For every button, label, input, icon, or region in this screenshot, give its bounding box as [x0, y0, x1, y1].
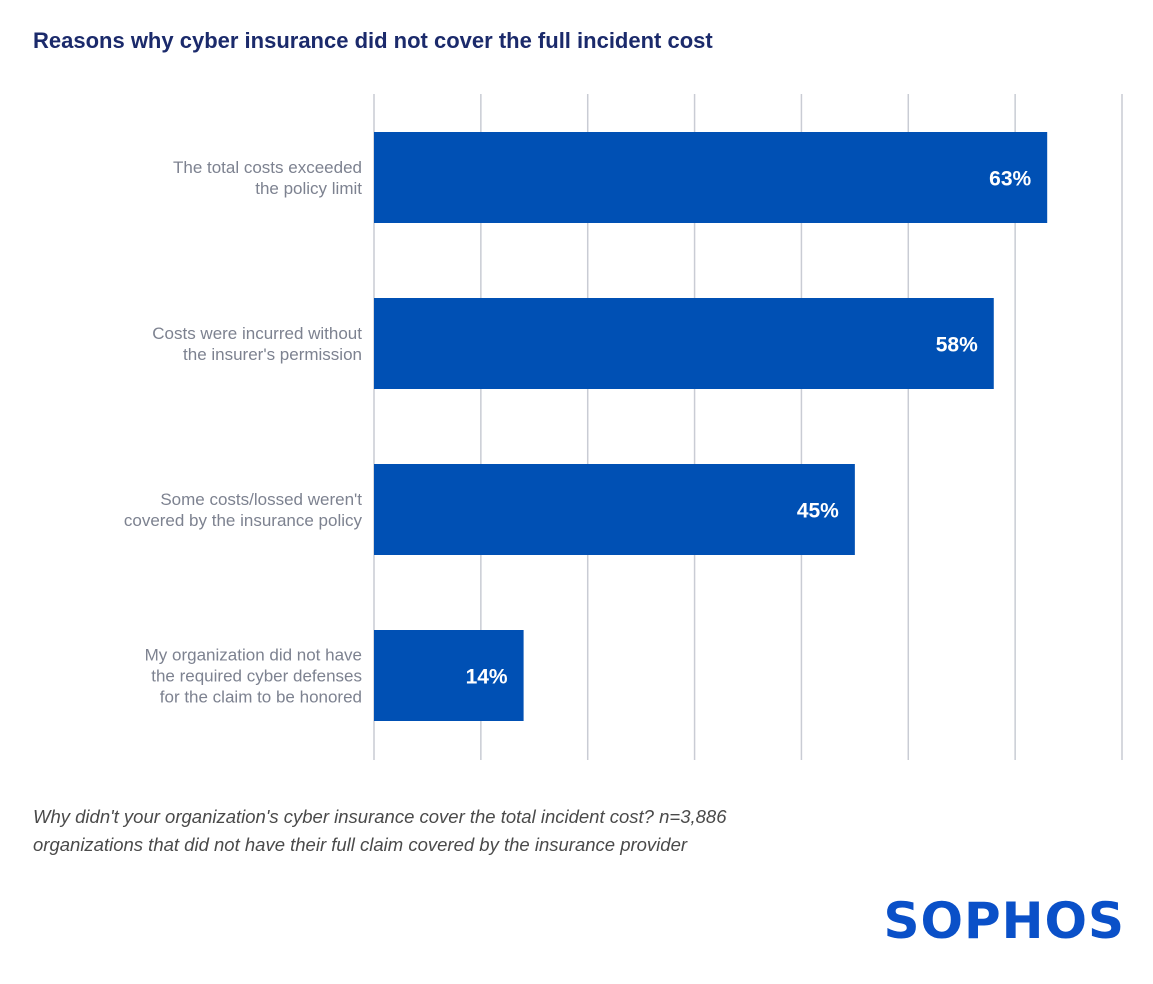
category-label-line: The total costs exceeded — [173, 158, 362, 177]
category-label: The total costs exceeded the policy limit — [173, 158, 362, 198]
category-label-line: for the claim to be honored — [160, 688, 362, 707]
bar — [374, 298, 994, 389]
category-label-line: the policy limit — [255, 179, 362, 198]
value-label: 45% — [797, 500, 839, 523]
chart-title: Reasons why cyber insurance did not cove… — [33, 28, 713, 53]
value-label: 14% — [466, 666, 508, 689]
value-label: 58% — [936, 334, 978, 357]
bar — [374, 132, 1048, 223]
bars — [374, 132, 1048, 721]
category-labels: The total costs exceeded the policy limit… — [124, 158, 363, 707]
value-label: 63% — [989, 168, 1031, 191]
value-labels: 63% 58% 45% 14% — [466, 168, 1032, 689]
caption-line-2: organizations that did not have their fu… — [33, 834, 688, 855]
sophos-logo: SOPHOS — [883, 892, 1125, 950]
caption-line-1: Why didn't your organization's cyber ins… — [33, 806, 727, 827]
bar-chart: The total costs exceeded the policy limit… — [124, 94, 1123, 760]
category-label-line: the insurer's permission — [183, 345, 362, 364]
category-label: My organization did not have the required… — [145, 646, 362, 707]
category-label-line: My organization did not have — [145, 646, 362, 665]
category-label-line: covered by the insurance policy — [124, 511, 363, 530]
category-label-line: the required cyber defenses — [151, 667, 362, 686]
bar — [374, 464, 855, 555]
chart-caption: Why didn't your organization's cyber ins… — [33, 803, 1033, 859]
category-label-line: Some costs/lossed weren't — [160, 490, 362, 509]
category-label-line: Costs were incurred without — [152, 324, 362, 343]
bar — [374, 630, 524, 721]
category-label: Costs were incurred without the insurer's… — [152, 324, 362, 364]
category-label: Some costs/lossed weren't covered by the … — [124, 490, 363, 530]
